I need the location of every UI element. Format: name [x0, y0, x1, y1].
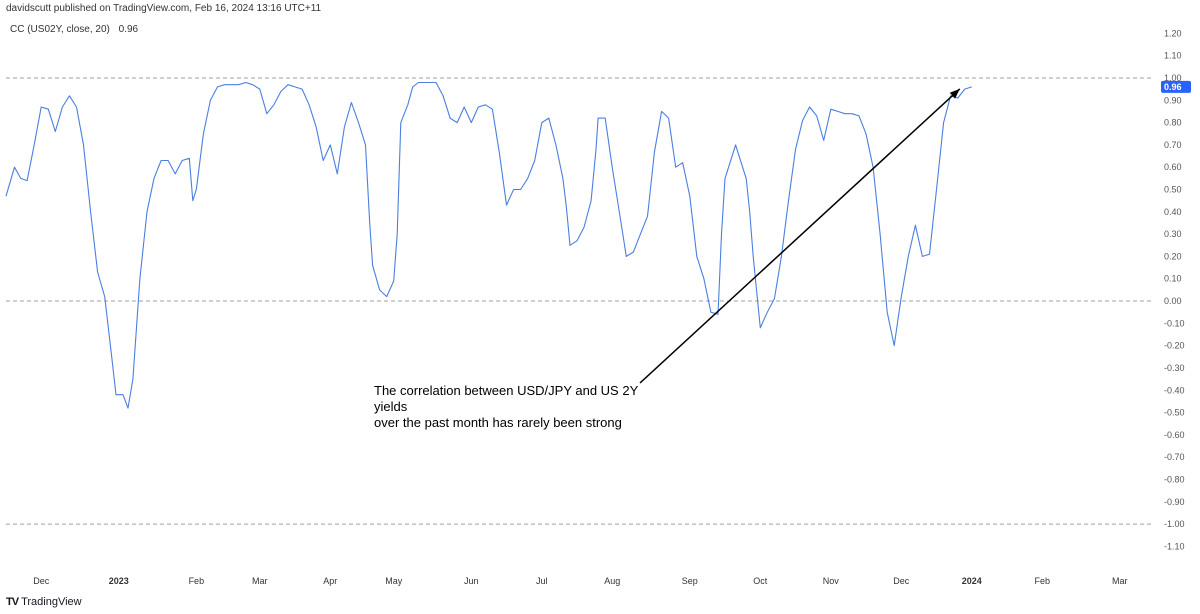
x-tick-label: Mar [1112, 576, 1128, 586]
y-tick-label: -0.40 [1164, 385, 1185, 395]
x-tick-label: Dec [33, 576, 50, 586]
annotation-arrow [639, 88, 961, 384]
y-tick-label: -0.50 [1164, 408, 1185, 418]
tradingview-logo-icon: TV [6, 596, 19, 608]
x-tick-label: Jul [536, 576, 548, 586]
brand-name: TradingView [21, 596, 82, 608]
y-tick-label: -0.30 [1164, 363, 1185, 373]
y-tick-label: -1.10 [1164, 541, 1185, 551]
y-tick-label: -0.20 [1164, 341, 1185, 351]
y-tick-label: 0.70 [1164, 140, 1182, 150]
y-tick-label: -0.80 [1164, 474, 1185, 484]
annotation-line-1: The correlation between USD/JPY and US 2… [374, 383, 638, 414]
y-tick-label: -0.90 [1164, 497, 1185, 507]
x-axis[interactable]: Dec 2023 Feb Mar Apr May Jun Jul Aug Sep Oct Nov Dec… [33, 576, 1127, 586]
y-tick-label: -0.10 [1164, 318, 1185, 328]
indicator-value: 0.96 [118, 24, 139, 35]
y-tick-label: 1.20 [1164, 28, 1182, 38]
series-layer [5, 81, 972, 409]
y-tick-label: 0.40 [1164, 207, 1182, 217]
y-axis[interactable]: 1.20 1.10 1.00 0.90 0.80 0.70 0.60 0.50 0.40 0.30… [1164, 28, 1185, 551]
annotation-text: The correlation between USD/JPY and US 2… [374, 383, 654, 431]
x-tick-label: Apr [323, 576, 337, 586]
footer-brand[interactable]: TV TradingView [6, 596, 82, 608]
x-tick-label: Jun [464, 576, 479, 586]
y-tick-label: -0.60 [1164, 430, 1185, 440]
last-value-label: 0.96 [1164, 82, 1182, 92]
y-tick-label: -0.70 [1164, 452, 1185, 462]
y-tick-label: 0.60 [1164, 162, 1182, 172]
y-tick-label: 0.10 [1164, 274, 1182, 284]
y-tick-label: 0.90 [1164, 95, 1182, 105]
annotation-line-2: over the past month has rarely been stro… [374, 415, 622, 430]
arrow-head [949, 88, 960, 99]
x-tick-label: Mar [252, 576, 268, 586]
publisher-line: davidscutt published on TradingView.com,… [6, 3, 322, 14]
x-tick-label: Nov [823, 576, 840, 586]
x-tick-label: 2024 [962, 576, 982, 586]
x-tick-label: Sep [682, 576, 698, 586]
arrow-shaft [639, 88, 961, 384]
y-tick-label: 1.00 [1164, 73, 1182, 83]
x-tick-label: Oct [753, 576, 768, 586]
publisher-header: davidscutt published on TradingView.com,… [6, 3, 321, 14]
y-tick-label: 0.30 [1164, 229, 1182, 239]
last-value-badge [1161, 80, 1191, 93]
indicator-label: CC (US02Y, close, 20) [10, 24, 110, 35]
x-tick-label: Feb [189, 576, 205, 586]
x-tick-label: Dec [893, 576, 910, 586]
correlation-series-line[interactable] [5, 81, 972, 409]
y-tick-label: 0.20 [1164, 251, 1182, 261]
last-value-marker: 0.96 [1161, 80, 1191, 93]
x-tick-label: Aug [604, 576, 620, 586]
y-tick-label: 0.80 [1164, 118, 1182, 128]
y-tick-label: 1.10 [1164, 51, 1182, 61]
y-tick-label: -1.00 [1164, 519, 1185, 529]
y-tick-label: 0.00 [1164, 296, 1182, 306]
x-tick-label: 2023 [109, 576, 129, 586]
x-tick-label: May [385, 576, 403, 586]
y-tick-label: 0.50 [1164, 185, 1182, 195]
x-tick-label: Feb [1035, 576, 1051, 586]
indicator-legend[interactable]: CC (US02Y, close, 20) 0.96 [10, 24, 138, 35]
dashed-levels [6, 77, 1153, 525]
